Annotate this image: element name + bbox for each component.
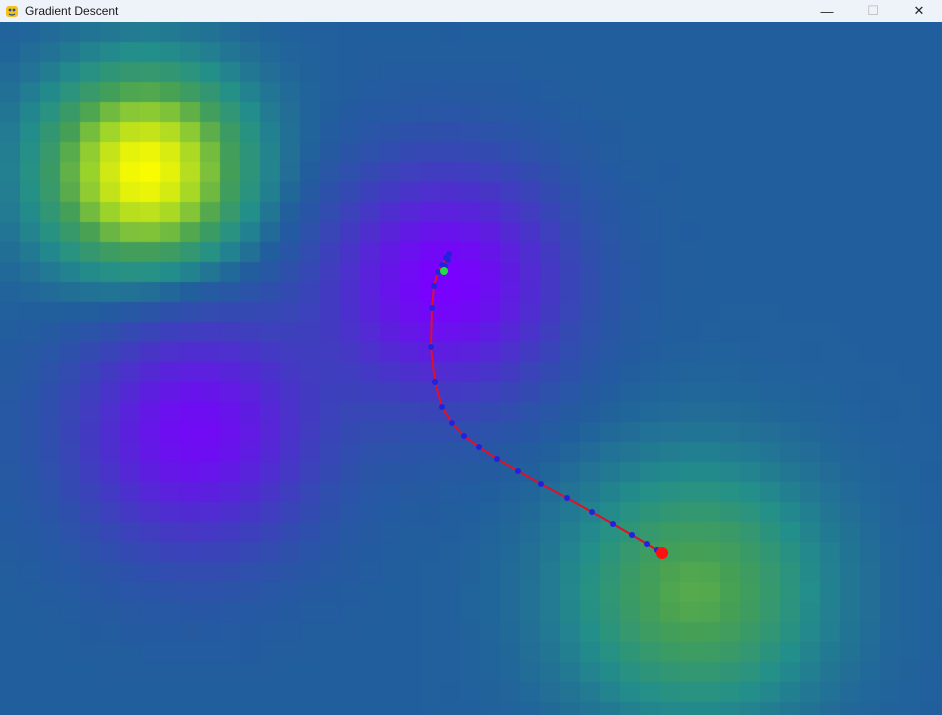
minimize-icon: — <box>820 3 834 19</box>
close-icon: ✕ <box>913 3 925 18</box>
maximize-button[interactable]: ☐ <box>850 0 896 22</box>
step-marker <box>445 257 451 263</box>
title-bar[interactable]: Gradient Descent — ☐ ✕ <box>0 0 942 22</box>
step-marker <box>439 404 445 410</box>
step-marker <box>494 456 500 462</box>
step-marker <box>589 509 595 515</box>
step-markers <box>428 251 665 556</box>
step-marker <box>429 305 435 311</box>
step-marker <box>515 468 521 474</box>
step-marker <box>538 481 544 487</box>
descent-path-line <box>429 253 663 554</box>
simulation-canvas[interactable] <box>0 22 942 715</box>
step-marker <box>629 532 635 538</box>
step-marker <box>610 521 616 527</box>
pygame-snake-icon <box>6 6 18 17</box>
window-title: Gradient Descent <box>25 4 119 18</box>
descent-path-overlay <box>428 251 668 559</box>
step-marker <box>461 433 467 439</box>
step-marker <box>644 541 650 547</box>
step-marker <box>449 420 455 426</box>
start-point-marker <box>656 547 668 559</box>
step-marker <box>435 269 441 275</box>
step-marker <box>564 495 570 501</box>
window-controls: — ☐ ✕ <box>804 0 942 22</box>
close-button[interactable]: ✕ <box>896 0 942 22</box>
end-point-marker <box>440 267 448 275</box>
step-marker <box>431 283 437 289</box>
step-marker <box>476 444 482 450</box>
step-marker <box>446 251 452 257</box>
maximize-icon: ☐ <box>867 3 879 18</box>
step-marker <box>428 344 434 350</box>
step-marker <box>432 379 438 385</box>
loss-landscape-heatmap <box>0 22 942 715</box>
minimize-button[interactable]: — <box>804 0 850 22</box>
